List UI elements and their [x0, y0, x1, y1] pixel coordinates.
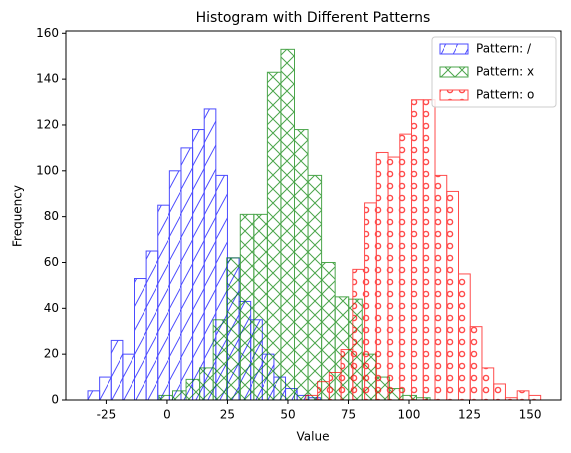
- histogram-bar: [364, 202, 377, 401]
- histogram-bar: [305, 394, 319, 401]
- x-tick-label: 50: [280, 408, 295, 422]
- y-tick-label: 160: [36, 26, 59, 40]
- x-tick-label: 100: [398, 408, 421, 422]
- histogram-bar: [239, 213, 255, 401]
- histogram-bar: [212, 319, 228, 401]
- histogram-bar: [493, 383, 506, 401]
- legend-swatch: [439, 43, 469, 55]
- x-tick-label: 150: [519, 408, 542, 422]
- x-tick-label: -25: [97, 408, 117, 422]
- legend-label: Pattern: /: [476, 42, 532, 56]
- legend-swatch: [439, 66, 469, 78]
- histogram-bar: [481, 367, 495, 401]
- histogram-bar: [87, 390, 101, 401]
- y-tick-label: 120: [36, 117, 59, 131]
- histogram-bar: [253, 213, 268, 401]
- histogram-bar: [158, 394, 174, 401]
- histogram-bar: [134, 278, 147, 401]
- x-tick-label: 0: [163, 408, 171, 422]
- histogram-bar: [434, 174, 448, 401]
- y-tick-label: 140: [36, 72, 59, 86]
- histogram-bar: [99, 376, 112, 401]
- y-tick-label: 0: [51, 393, 59, 407]
- histogram-bar: [122, 353, 136, 401]
- histogram-bar: [110, 339, 124, 401]
- histogram-bar: [199, 367, 214, 401]
- legend-label: Pattern: o: [476, 88, 534, 102]
- histogram-bar: [469, 326, 483, 401]
- histogram-bar: [145, 250, 159, 401]
- histogram-bar: [422, 99, 436, 401]
- histogram-bar: [157, 204, 170, 401]
- histogram-bar: [352, 268, 366, 401]
- histogram-bar: [172, 390, 187, 401]
- histogram-bar: [280, 48, 295, 401]
- histogram-bar: [307, 174, 323, 401]
- legend-label: Pattern: x: [476, 65, 534, 79]
- chart-title: Histogram with Different Patterns: [196, 10, 431, 26]
- histogram-bar: [411, 99, 424, 401]
- histogram-bar: [293, 129, 309, 401]
- histogram-bar: [328, 371, 342, 401]
- x-tick-label: 25: [220, 408, 235, 422]
- histogram-bar: [375, 151, 389, 401]
- y-tick-label: 80: [44, 209, 59, 223]
- legend-swatch: [439, 89, 469, 101]
- histogram-bar: [516, 390, 530, 401]
- x-tick-label: 125: [458, 408, 481, 422]
- histogram-bar: [226, 257, 241, 401]
- histogram-bar: [387, 156, 401, 401]
- histogram-bar: [317, 381, 330, 401]
- histogram-bar: [180, 147, 194, 401]
- histogram-bar: [192, 129, 205, 401]
- histogram-bar: [266, 71, 282, 401]
- histogram-bar: [399, 133, 413, 401]
- y-axis-label: Frequency: [11, 185, 25, 247]
- x-axis-label: Value: [297, 430, 330, 444]
- histogram-bar: [340, 349, 354, 401]
- plot-frame: [65, 30, 562, 401]
- y-tick-label: 40: [44, 301, 59, 315]
- histogram-bar: [185, 378, 201, 401]
- histogram-bar: [168, 170, 182, 401]
- histogram-bar: [457, 273, 471, 401]
- y-tick-label: 60: [44, 255, 59, 269]
- y-tick-label: 100: [36, 163, 59, 177]
- histogram-bar: [528, 394, 542, 401]
- histogram-bar: [446, 190, 459, 401]
- histogram-series: [305, 99, 542, 401]
- y-tick-label: 20: [44, 347, 59, 361]
- x-tick-label: 75: [341, 408, 356, 422]
